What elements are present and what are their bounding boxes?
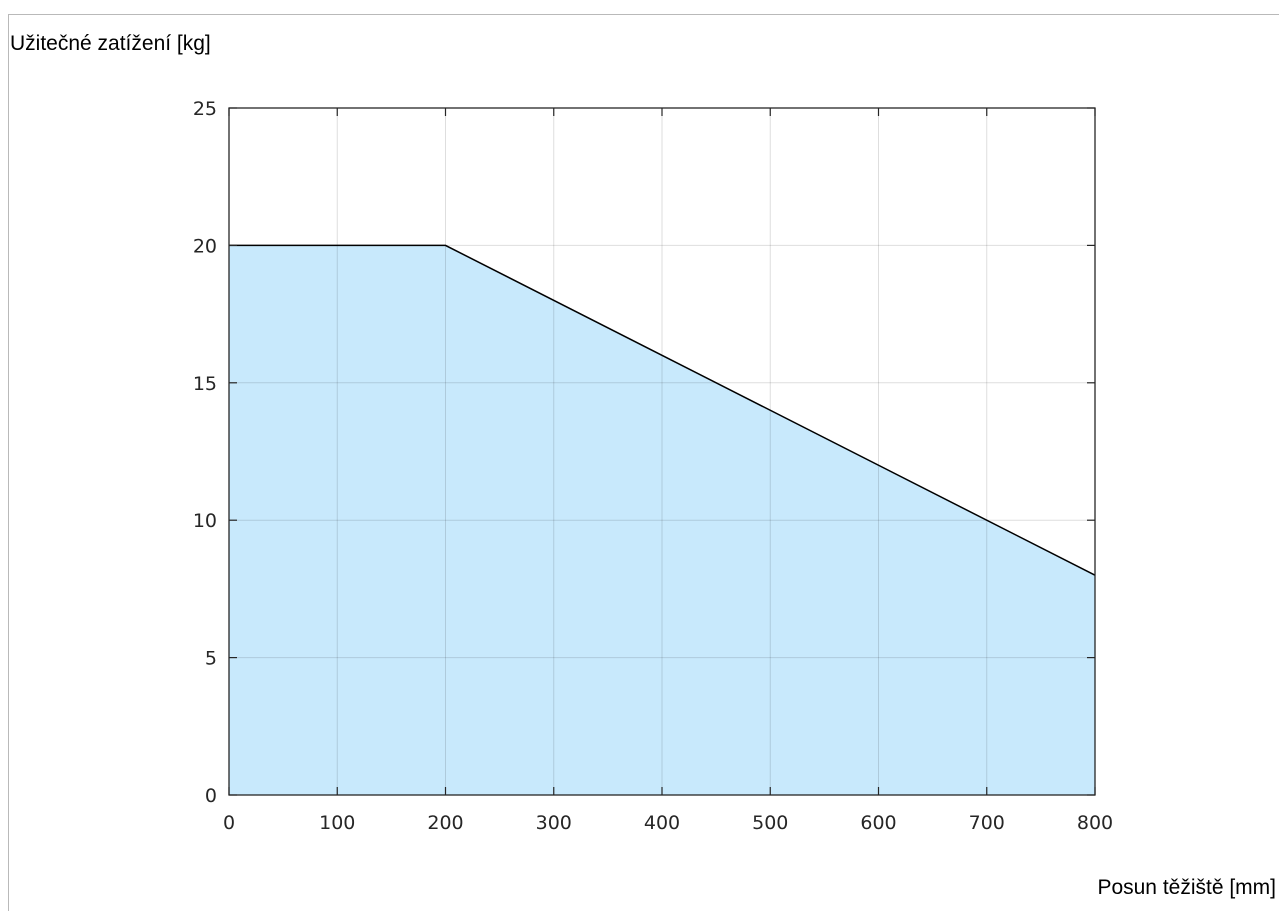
x-tick-label-400: 400: [644, 812, 680, 834]
y-tick-label-5: 5: [205, 648, 217, 670]
x-tick-label-0: 0: [223, 812, 235, 834]
x-axis-label: Posun těžiště [mm]: [1097, 876, 1276, 899]
y-tick-label-15: 15: [193, 373, 217, 395]
x-tick-label-200: 200: [427, 812, 463, 834]
series-line: [229, 244, 1096, 576]
chart-frame: [8, 14, 1279, 911]
area-layer: [229, 108, 1095, 795]
x-tick-label-100: 100: [319, 812, 355, 834]
y-tick-label-25: 25: [193, 98, 217, 120]
y-tick-label-20: 20: [193, 235, 217, 257]
x-tick-label-700: 700: [969, 812, 1005, 834]
y-tick-label-10: 10: [193, 510, 217, 532]
grid-layer: [229, 108, 1095, 795]
y-tick-label-0: 0: [205, 785, 217, 807]
x-tick-label-300: 300: [536, 812, 572, 834]
x-tick-label-500: 500: [752, 812, 788, 834]
x-tick-label-800: 800: [1077, 812, 1113, 834]
ticks-layer: 0 100 200 300 400 500 600 700 800 0 5 10 15 20 25: [193, 98, 1113, 834]
y-axis-label: Užitečné zatížení [kg]: [10, 32, 211, 55]
area-fill: [229, 245, 1095, 795]
x-tick-label-600: 600: [860, 812, 896, 834]
